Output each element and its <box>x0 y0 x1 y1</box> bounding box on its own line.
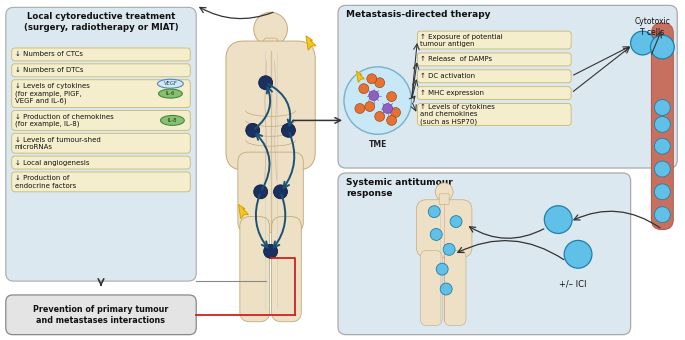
Circle shape <box>282 123 295 137</box>
Circle shape <box>440 283 452 295</box>
FancyBboxPatch shape <box>417 70 571 83</box>
Ellipse shape <box>158 89 182 98</box>
FancyBboxPatch shape <box>12 110 190 130</box>
Circle shape <box>366 74 377 84</box>
Circle shape <box>390 107 401 117</box>
Circle shape <box>253 12 288 46</box>
Circle shape <box>365 102 375 112</box>
Circle shape <box>450 216 462 227</box>
Circle shape <box>545 206 572 234</box>
Text: ↑ DC activation: ↑ DC activation <box>421 73 475 79</box>
FancyBboxPatch shape <box>338 173 631 335</box>
Circle shape <box>654 207 671 223</box>
FancyBboxPatch shape <box>5 7 196 281</box>
Text: ↓ Levels of tumour-shed
microRNAs: ↓ Levels of tumour-shed microRNAs <box>14 137 101 150</box>
Text: VEGF: VEGF <box>164 81 177 86</box>
Circle shape <box>428 206 440 218</box>
Text: ↓ Local angiogenesis: ↓ Local angiogenesis <box>14 159 89 166</box>
Circle shape <box>654 161 671 177</box>
FancyBboxPatch shape <box>338 5 677 168</box>
FancyBboxPatch shape <box>651 23 673 230</box>
FancyBboxPatch shape <box>421 250 443 326</box>
FancyBboxPatch shape <box>12 172 190 192</box>
Text: ↑ MHC expression: ↑ MHC expression <box>421 90 484 96</box>
Circle shape <box>435 183 453 201</box>
Circle shape <box>246 123 260 137</box>
Circle shape <box>654 116 671 132</box>
Polygon shape <box>357 71 364 82</box>
Circle shape <box>273 185 288 199</box>
Ellipse shape <box>160 116 184 125</box>
Circle shape <box>264 244 277 258</box>
Text: Systemic antitumour
response: Systemic antitumour response <box>346 178 453 198</box>
FancyBboxPatch shape <box>417 104 571 125</box>
FancyBboxPatch shape <box>444 250 466 326</box>
Text: ↓ Numbers of DTCs: ↓ Numbers of DTCs <box>14 67 83 73</box>
Text: IL-8: IL-8 <box>168 118 177 123</box>
FancyBboxPatch shape <box>12 64 190 77</box>
Circle shape <box>375 78 385 88</box>
FancyBboxPatch shape <box>12 133 190 153</box>
Circle shape <box>386 116 397 125</box>
Circle shape <box>253 185 268 199</box>
FancyBboxPatch shape <box>417 31 571 49</box>
Circle shape <box>443 243 455 255</box>
Circle shape <box>651 35 674 59</box>
Circle shape <box>654 184 671 200</box>
Circle shape <box>436 263 448 275</box>
Ellipse shape <box>158 79 184 88</box>
Circle shape <box>386 92 397 102</box>
Circle shape <box>375 112 385 121</box>
Text: Local cytoreductive treatment
(surgery, radiotherapy or MIAT): Local cytoreductive treatment (surgery, … <box>24 12 178 32</box>
Text: ↓ Production of chemokines
(for example, IL-8): ↓ Production of chemokines (for example,… <box>14 114 114 127</box>
Text: IL-6: IL-6 <box>166 91 175 96</box>
Text: +/– ICI: +/– ICI <box>560 279 587 288</box>
Circle shape <box>383 104 393 114</box>
Circle shape <box>359 84 369 94</box>
FancyBboxPatch shape <box>5 295 196 335</box>
FancyBboxPatch shape <box>271 217 301 322</box>
Text: TME: TME <box>369 140 387 149</box>
FancyBboxPatch shape <box>417 87 571 100</box>
FancyBboxPatch shape <box>417 53 571 66</box>
Circle shape <box>654 100 671 116</box>
Text: Cytotoxic
T cells: Cytotoxic T cells <box>634 17 671 37</box>
Text: ↑ Levels of cytokines
and chemokines
(such as HSP70): ↑ Levels of cytokines and chemokines (su… <box>421 104 495 125</box>
FancyBboxPatch shape <box>439 194 449 205</box>
Circle shape <box>344 67 412 134</box>
FancyBboxPatch shape <box>226 41 315 170</box>
FancyBboxPatch shape <box>12 156 190 169</box>
Polygon shape <box>306 36 316 50</box>
Circle shape <box>430 228 443 240</box>
FancyBboxPatch shape <box>12 80 190 107</box>
FancyBboxPatch shape <box>12 48 190 61</box>
FancyBboxPatch shape <box>238 152 303 233</box>
Circle shape <box>259 76 273 90</box>
FancyBboxPatch shape <box>264 38 277 50</box>
Text: Prevention of primary tumour
and metastases interactions: Prevention of primary tumour and metasta… <box>34 305 169 325</box>
Circle shape <box>369 91 379 101</box>
Text: ↓ Production of
endocrine factors: ↓ Production of endocrine factors <box>14 175 76 188</box>
Circle shape <box>631 31 654 55</box>
Polygon shape <box>238 205 249 219</box>
Text: ↓ Numbers of CTCs: ↓ Numbers of CTCs <box>14 51 83 57</box>
Text: Metastasis-directed therapy: Metastasis-directed therapy <box>346 10 490 19</box>
Circle shape <box>355 104 365 114</box>
Circle shape <box>564 240 592 268</box>
FancyBboxPatch shape <box>416 200 472 257</box>
Text: ↑ Release  of DAMPs: ↑ Release of DAMPs <box>421 56 493 63</box>
Circle shape <box>654 138 671 154</box>
FancyBboxPatch shape <box>240 217 270 322</box>
Text: ↓ Levels of cytokines
(for example, PlGF,
VEGF and IL-6): ↓ Levels of cytokines (for example, PlGF… <box>14 83 90 104</box>
Text: ↑ Exposure of potential
tumour antigen: ↑ Exposure of potential tumour antigen <box>421 33 503 47</box>
